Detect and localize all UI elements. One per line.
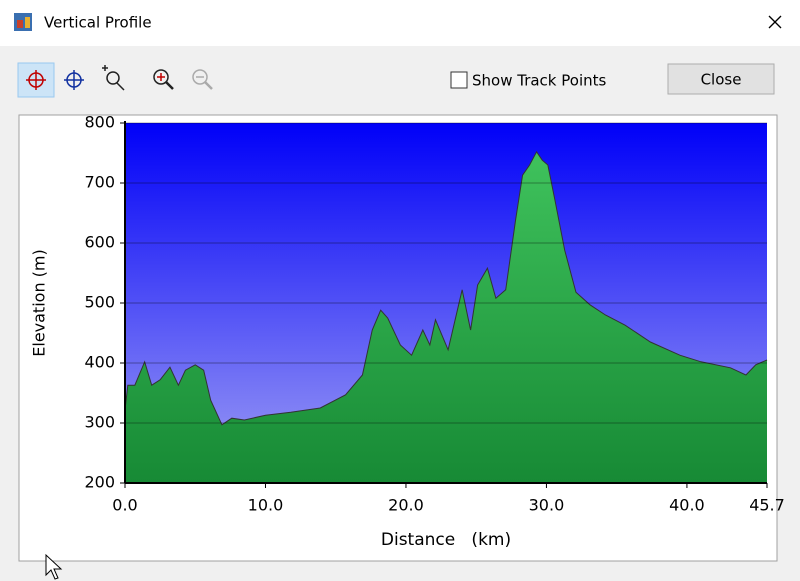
mouse-cursor xyxy=(45,553,63,580)
tool-zoom-out[interactable] xyxy=(192,69,213,90)
close-button[interactable] xyxy=(667,63,775,95)
y-tick-label: 700 xyxy=(84,173,115,192)
x-tick-label: 20.0 xyxy=(388,496,424,515)
y-axis-label: Elevation (m) xyxy=(30,249,49,356)
y-tick-label: 600 xyxy=(84,233,115,252)
x-tick-label: 0.0 xyxy=(112,496,137,515)
checkbox[interactable] xyxy=(450,71,468,89)
y-tick-label: 300 xyxy=(84,413,115,432)
area-fill xyxy=(125,151,767,484)
tool-crosshair-blue[interactable] xyxy=(64,70,84,90)
x-tick-label: 45.7 xyxy=(749,496,785,515)
close-button-label[interactable]: Close xyxy=(701,71,742,89)
window-title: Vertical Profile xyxy=(44,14,152,32)
tool-zoom-in[interactable] xyxy=(153,69,174,90)
x-tick-label: 40.0 xyxy=(669,496,705,515)
tool-zoom-box[interactable] xyxy=(102,65,125,91)
checkbox-label[interactable]: Show Track Points xyxy=(472,72,607,90)
x-axis-label: Distance (km) xyxy=(381,530,511,550)
y-tick-label: 800 xyxy=(84,113,115,132)
y-tick-label: 500 xyxy=(84,293,115,312)
x-tick-label: 30.0 xyxy=(529,496,565,515)
y-tick-label: 200 xyxy=(84,473,115,492)
chart: 200 300 400 500 600 700 800 0.0 10.0 20.0 30.0 40.0… xyxy=(30,113,785,551)
close-x[interactable] xyxy=(768,15,782,29)
x-tick-label: 10.0 xyxy=(248,496,284,515)
profile-line xyxy=(124,150,768,426)
app-icon xyxy=(14,13,32,31)
title-bar xyxy=(0,0,800,46)
tool-crosshair-red xyxy=(26,70,46,90)
y-tick-label: 400 xyxy=(84,353,115,372)
